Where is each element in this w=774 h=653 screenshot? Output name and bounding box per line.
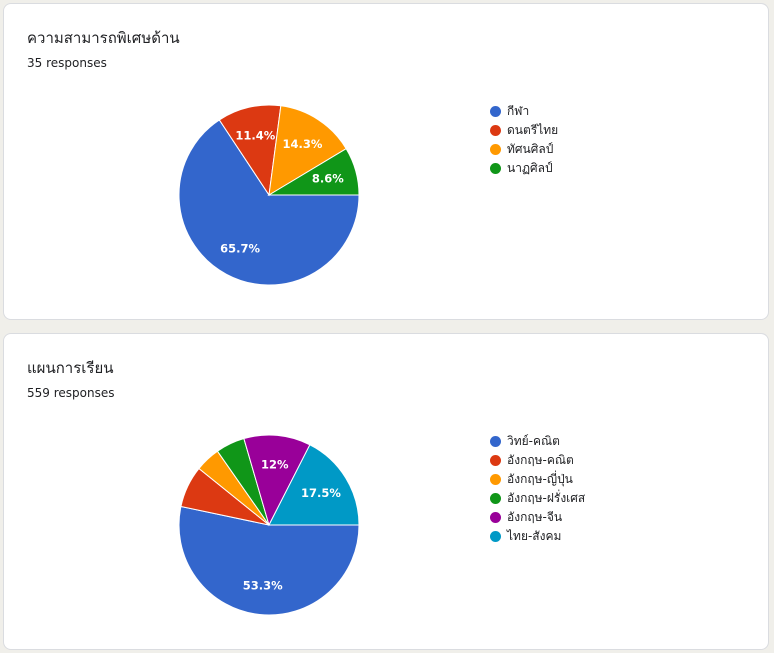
pie-slice[interactable] xyxy=(267,148,360,196)
legend-label: อังกฤษ-ฝรั่งเศส xyxy=(507,491,586,505)
slice-value-label: 17.5% xyxy=(301,486,341,500)
legend-swatch-icon xyxy=(490,493,501,504)
pie-chart: 65.7% 11.4% 14.3% 8.6% xyxy=(178,104,360,286)
slice-value-label: 53.3% xyxy=(243,579,283,593)
legend-label: นาฏศิลป์ xyxy=(507,161,553,175)
chart-card-talent: ความสามารถพิเศษด้าน 35 responses 65.7% 11… xyxy=(3,3,769,320)
legend-swatch-icon xyxy=(490,436,501,447)
legend-swatch-icon xyxy=(490,474,501,485)
legend-item[interactable]: ไทย-สังคม xyxy=(490,527,585,546)
chart-card-study-plan: แผนการเรียน 559 responses 53.3% 12% 17.5% … xyxy=(3,333,769,650)
legend-label: ไทย-สังคม xyxy=(507,529,562,543)
legend-swatch-icon xyxy=(490,455,501,466)
legend-item[interactable]: อังกฤษ-ญี่ปุ่น xyxy=(490,470,585,489)
legend-swatch-icon xyxy=(490,512,501,523)
slice-value-label: 14.3% xyxy=(283,137,323,151)
legend-swatch-icon xyxy=(490,106,501,117)
legend-label: อังกฤษ-ญี่ปุ่น xyxy=(507,472,573,486)
legend-item[interactable]: อังกฤษ-จีน xyxy=(490,508,585,527)
legend-item[interactable]: ทัศนศิลป์ xyxy=(490,140,558,159)
legend-item[interactable]: อังกฤษ-คณิต xyxy=(490,451,585,470)
chart-legend: กีฬาดนตรีไทยทัศนศิลป์นาฏศิลป์ xyxy=(490,102,558,178)
legend-label: ทัศนศิลป์ xyxy=(507,142,554,156)
pie-slice[interactable] xyxy=(268,444,360,526)
slice-value-label: 8.6% xyxy=(312,172,344,186)
legend-item[interactable]: อังกฤษ-ฝรั่งเศส xyxy=(490,489,585,508)
chart-legend: วิทย์-คณิตอังกฤษ-คณิตอังกฤษ-ญี่ปุ่นอังกฤ… xyxy=(490,432,585,546)
legend-label: อังกฤษ-จีน xyxy=(507,510,563,524)
response-count: 559 responses xyxy=(27,386,115,400)
legend-item[interactable]: กีฬา xyxy=(490,102,558,121)
response-count: 35 responses xyxy=(27,56,107,70)
slice-value-label: 12% xyxy=(261,457,289,471)
legend-swatch-icon xyxy=(490,531,501,542)
legend-swatch-icon xyxy=(490,144,501,155)
legend-item[interactable]: วิทย์-คณิต xyxy=(490,432,585,451)
chart-title: ความสามารถพิเศษด้าน xyxy=(27,29,180,47)
legend-item[interactable]: ดนตรีไทย xyxy=(490,121,558,140)
pie-slice[interactable] xyxy=(268,105,347,196)
legend-label: กีฬา xyxy=(507,104,530,118)
legend-item[interactable]: นาฏศิลป์ xyxy=(490,159,558,178)
chart-title: แผนการเรียน xyxy=(27,359,114,377)
slice-value-label: 65.7% xyxy=(220,242,260,256)
legend-swatch-icon xyxy=(490,163,501,174)
legend-label: อังกฤษ-คณิต xyxy=(507,453,574,467)
pie-chart: 53.3% 12% 17.5% xyxy=(178,434,360,616)
slice-value-label: 11.4% xyxy=(235,129,275,143)
legend-label: ดนตรีไทย xyxy=(507,123,559,137)
pie-slice[interactable] xyxy=(178,505,360,616)
legend-label: วิทย์-คณิต xyxy=(507,434,560,448)
legend-swatch-icon xyxy=(490,125,501,136)
pie-slice[interactable] xyxy=(218,104,282,197)
pie-slice[interactable] xyxy=(178,119,360,286)
pie-slice[interactable] xyxy=(243,434,311,527)
